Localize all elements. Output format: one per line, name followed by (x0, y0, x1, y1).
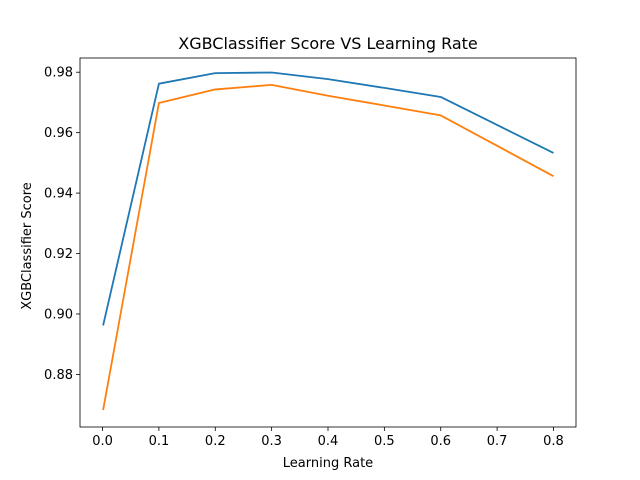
x-tick-label: 0.5 (374, 434, 395, 449)
y-axis: 0.88 0.90 0.92 0.94 0.96 0.98 (44, 66, 80, 383)
x-tick-label: 0.1 (149, 434, 170, 449)
x-tick-label: 0.4 (318, 434, 339, 449)
y-tick-label: 0.88 (44, 368, 73, 383)
y-tick-label: 0.96 (44, 126, 73, 141)
series-line-1 (102, 71, 554, 326)
y-tick-label: 0.98 (44, 66, 73, 81)
x-axis-label: Learning Rate (283, 456, 373, 471)
plot-frame (79, 57, 577, 428)
series-line-2 (102, 84, 554, 411)
x-tick-label: 0.2 (205, 434, 226, 449)
y-axis-label: XGBClassifier Score (20, 182, 35, 310)
chart-title: XGBClassifier Score VS Learning Rate (178, 34, 478, 53)
x-tick-label: 0.0 (92, 434, 113, 449)
y-tick-label: 0.92 (44, 247, 73, 262)
y-tick-label: 0.94 (44, 187, 73, 202)
x-tick-label: 0.6 (430, 434, 451, 449)
plot-area (79, 57, 577, 428)
x-axis: 0.0 0.1 0.2 0.3 0.4 0.5 0.6 0.7 0.8 (92, 427, 564, 449)
series-lines (102, 71, 554, 411)
x-tick-label: 0.8 (543, 434, 564, 449)
x-tick-label: 0.3 (261, 434, 282, 449)
y-tick-label: 0.90 (44, 307, 73, 322)
x-tick-label: 0.7 (487, 434, 508, 449)
